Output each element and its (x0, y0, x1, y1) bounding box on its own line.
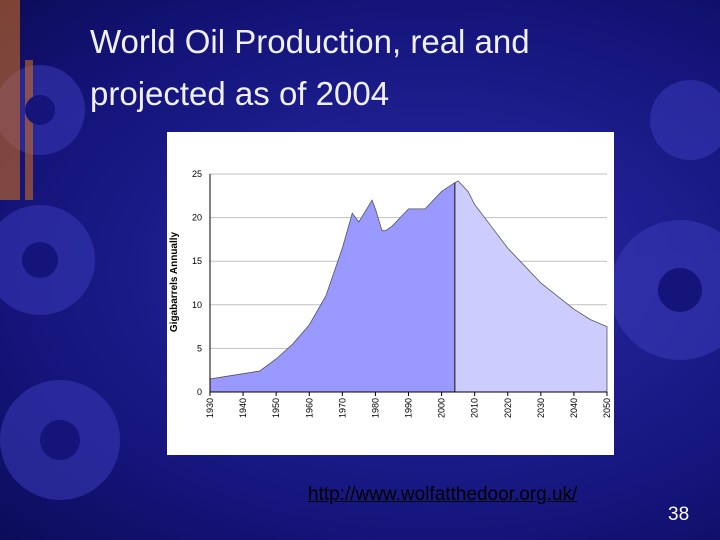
area (209, 181, 456, 393)
chart: Gigabarrels Annually 0 5 10 15 20 25 1930 1940 1… (167, 132, 614, 455)
area (454, 180, 608, 393)
slide-title: World Oil Production, real and projected… (90, 23, 530, 112)
y-axis-label: Gigabarrels Annually (169, 231, 180, 332)
y-tick-label: 10 (192, 300, 202, 310)
x-tick-label: 2050 (602, 398, 612, 418)
y-tick-label: 25 (192, 169, 202, 179)
link[interactable]: http://www.wolfatthedoor.org.uk/ (308, 484, 578, 505)
y-tick-label: 5 (197, 343, 202, 353)
x-tick-label: 2000 (437, 398, 447, 418)
x-tick-label: 2030 (536, 398, 546, 418)
x-tick-label: 1950 (271, 398, 281, 418)
x-tick-label: 1960 (304, 398, 314, 418)
x-tick-label: 1980 (370, 398, 380, 418)
x-tick-label: 1990 (404, 398, 414, 418)
y-tick-label: 0 (197, 387, 202, 397)
x-tick-label: 1930 (205, 398, 215, 418)
x-tick-label: 2010 (470, 398, 480, 418)
y-tick-label: 20 (192, 213, 202, 223)
x-tick-label: 2020 (503, 398, 513, 418)
x-tick-label: 2040 (569, 398, 579, 418)
x-tick-label: 1970 (337, 398, 347, 418)
y-tick-label: 15 (192, 256, 202, 266)
x-tick-label: 1940 (238, 398, 248, 418)
page-number: 38 (668, 504, 690, 525)
